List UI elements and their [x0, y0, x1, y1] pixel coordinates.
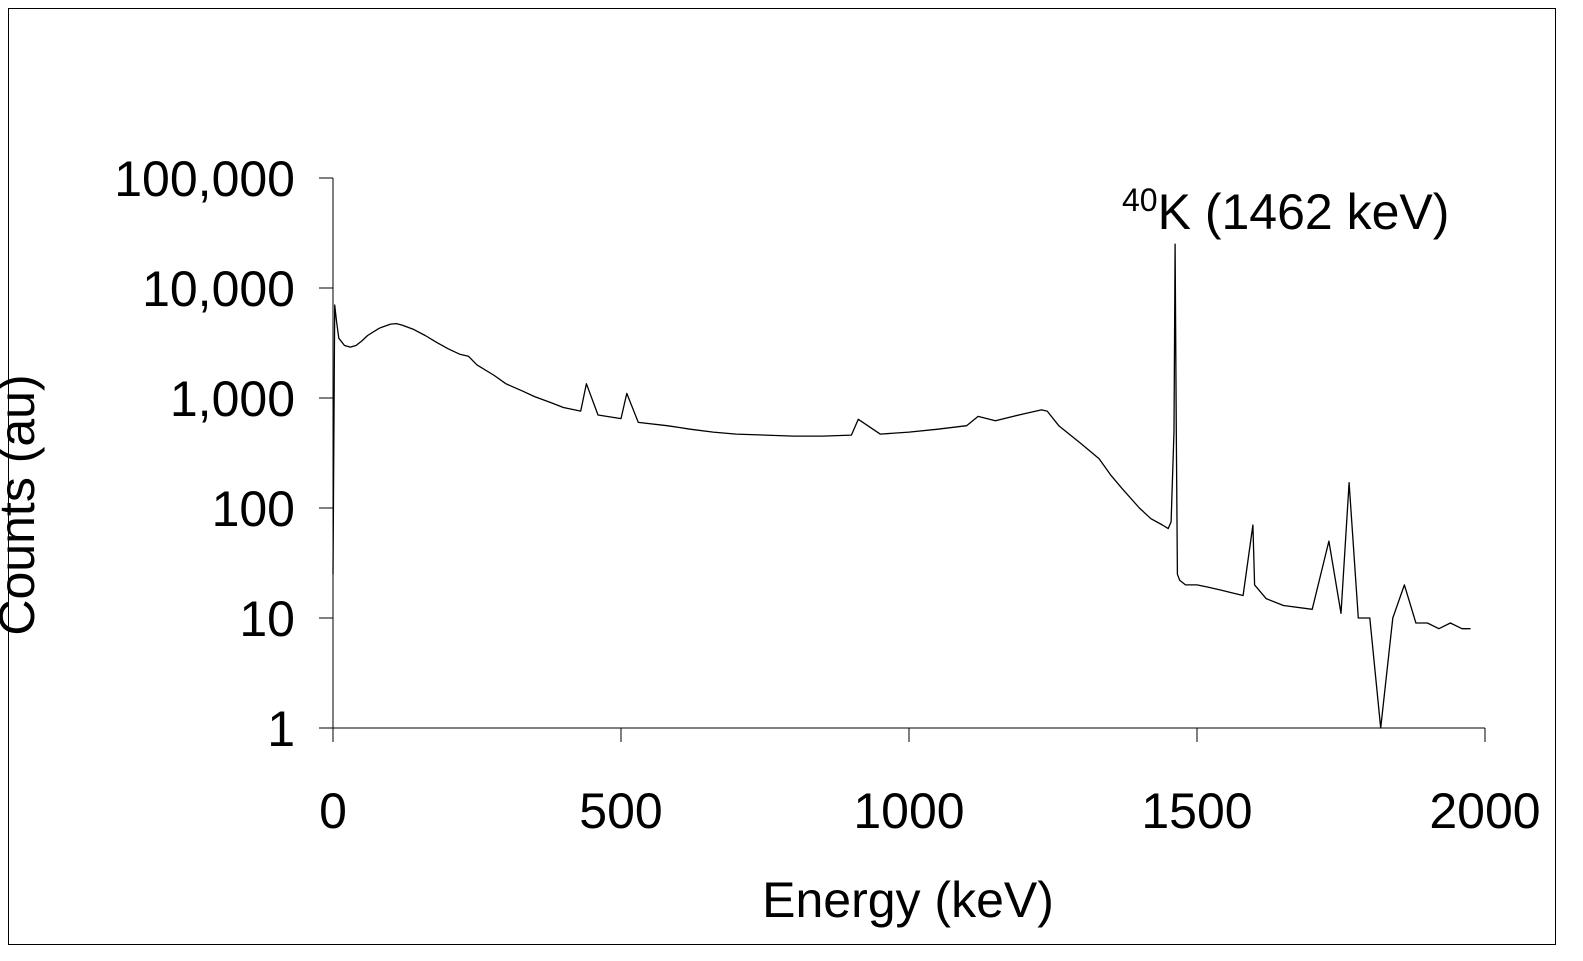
y-tick-label: 1 — [267, 701, 295, 757]
peak-annotation-text: K (1462 keV) — [1158, 184, 1450, 240]
y-axis-title: Counts (au) — [0, 374, 45, 635]
x-tick-label: 500 — [579, 783, 662, 839]
peak-annotation-sup: 40 — [1122, 182, 1158, 218]
y-tick-label: 1,000 — [170, 371, 295, 427]
y-tick-label: 100 — [212, 481, 295, 537]
x-tick-label: 1000 — [853, 783, 964, 839]
y-tick-label: 10 — [239, 591, 295, 647]
chart-frame — [8, 8, 1556, 945]
x-tick-label: 2000 — [1429, 783, 1540, 839]
series-line — [332, 243, 1471, 729]
axes — [319, 177, 1486, 742]
peak-annotation: 40K (1462 keV) — [1122, 182, 1449, 240]
y-tick-label: 10,000 — [142, 261, 295, 317]
x-tick-label: 1500 — [1141, 783, 1252, 839]
x-axis-title: Energy (keV) — [762, 872, 1054, 928]
y-tick-label: 100,000 — [114, 151, 295, 207]
labels-layer: 1 10 100 1,000 10,000 100,000 0 500 1000 1500 2000 — [114, 151, 1540, 839]
x-tick-label: 0 — [319, 783, 347, 839]
series-layer — [332, 243, 1471, 729]
